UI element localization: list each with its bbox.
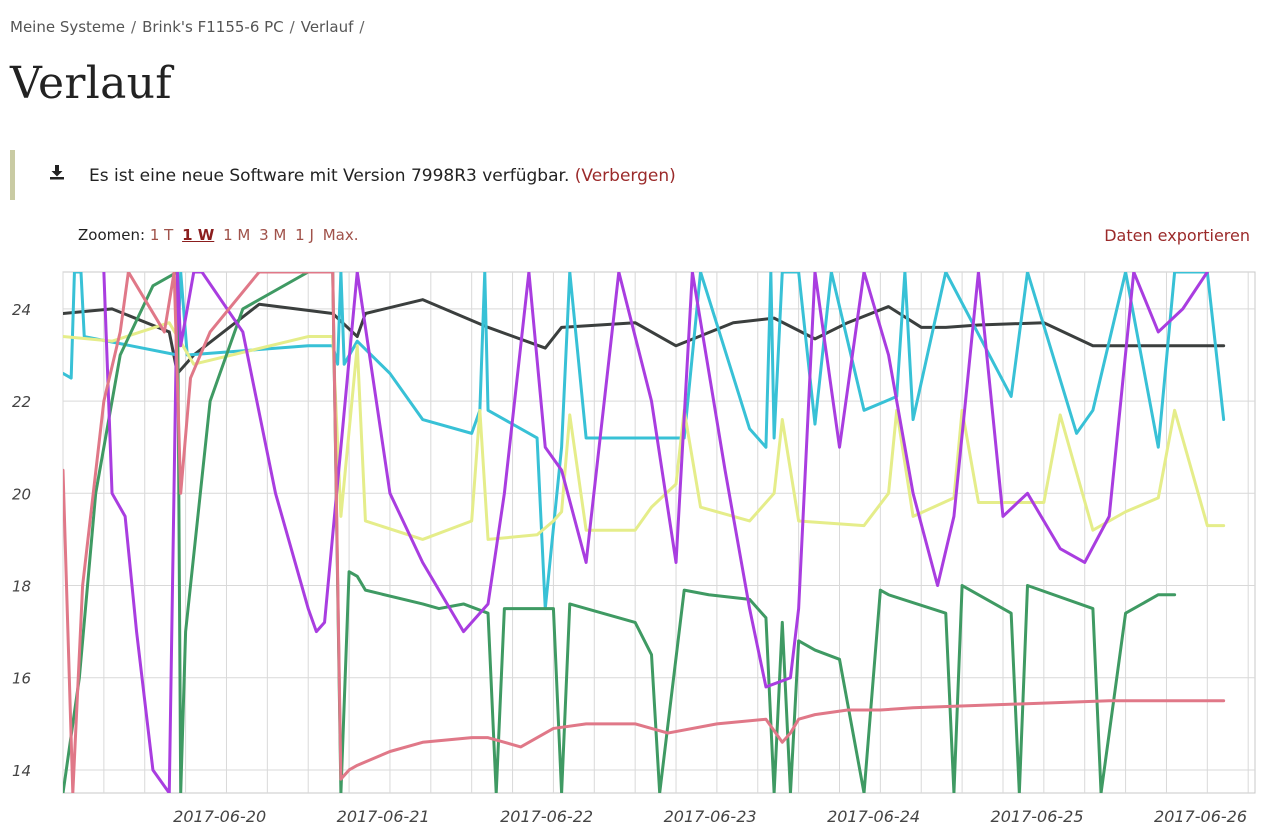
zoom-3-months[interactable]: 3 M	[259, 226, 287, 244]
export-data-link[interactable]: Daten exportieren	[1104, 226, 1250, 245]
x-tick-label: 2017-06-25	[991, 807, 1084, 826]
zoom-bar: Zoomen: 1 T 1 W 1 M 3 M 1 J Max.	[78, 226, 362, 244]
y-tick-label: 22	[12, 393, 31, 411]
zoom-max[interactable]: Max.	[322, 226, 359, 244]
series-line-2	[63, 272, 1226, 611]
breadcrumb-item-my-systems[interactable]: Meine Systeme	[10, 18, 126, 36]
breadcrumb-item-system[interactable]: Brink's F1155-6 PC	[142, 18, 284, 36]
y-tick-label: 24	[12, 301, 31, 319]
chart-series	[63, 272, 1226, 793]
hide-notice-link[interactable]: (Verbergen)	[574, 166, 676, 186]
history-chart[interactable]: 14 16 18 20 22 24 2017-06-20 2017-06-21 2017-06-…	[0, 260, 1280, 835]
x-tick-label: 2017-06-20	[173, 807, 266, 826]
software-update-notice: Es ist eine neue Software mit Version 79…	[10, 150, 915, 200]
zoom-1-week[interactable]: 1 W	[182, 226, 215, 244]
notice-message: Es ist eine neue Software mit Version 79…	[89, 166, 570, 186]
breadcrumb-separator: /	[289, 18, 295, 36]
series-line-6	[63, 272, 1226, 793]
page-title: Verlauf	[10, 58, 172, 109]
breadcrumb-separator: /	[359, 18, 365, 36]
chart-axes: 14 16 18 20 22 24 2017-06-20 2017-06-21 2017-06-…	[12, 301, 1247, 826]
y-tick-label: 18	[12, 578, 31, 596]
zoom-1-day[interactable]: 1 T	[149, 226, 174, 244]
zoom-1-month[interactable]: 1 M	[223, 226, 251, 244]
y-tick-label: 20	[12, 485, 31, 503]
y-tick-label: 14	[12, 762, 31, 780]
breadcrumb-separator: /	[131, 18, 137, 36]
zoom-1-year[interactable]: 1 J	[295, 226, 314, 244]
notice-text: Es ist eine neue Software mit Version 79…	[89, 166, 676, 186]
series-line-5	[102, 272, 1209, 793]
series-line-3	[63, 321, 1226, 541]
x-tick-label: 2017-06-24	[827, 807, 920, 826]
x-tick-label: 2017-06-26	[1154, 807, 1247, 826]
x-tick-label: 2017-06-22	[500, 807, 593, 826]
breadcrumb: Meine Systeme / Brink's F1155-6 PC / Verlauf…	[10, 18, 370, 36]
download-icon	[49, 164, 65, 184]
y-tick-label: 16	[12, 670, 31, 688]
breadcrumb-item-history[interactable]: Verlauf	[300, 18, 354, 36]
series-line-4	[63, 272, 1177, 793]
x-tick-label: 2017-06-23	[664, 807, 757, 826]
plot-area	[62, 271, 1256, 794]
zoom-label: Zoomen:	[78, 226, 146, 244]
x-tick-label: 2017-06-21	[337, 807, 430, 826]
